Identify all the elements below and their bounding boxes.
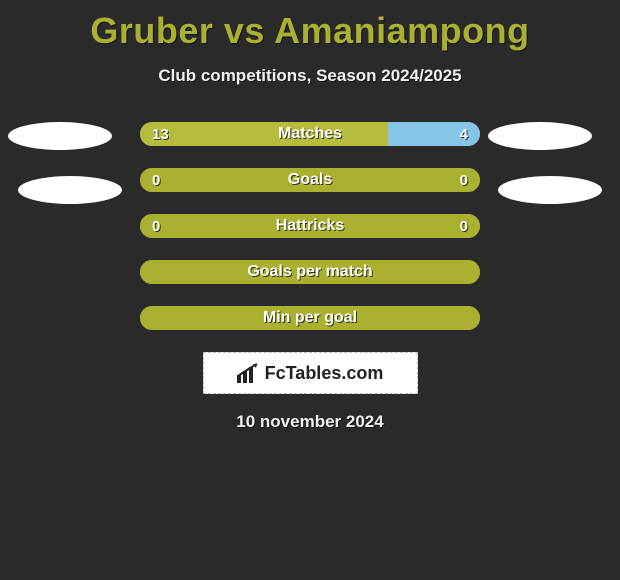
stat-row-hattricks: 00Hattricks [140,214,480,238]
placeholder-ellipse [18,176,122,204]
stat-row-goals-per-match: Goals per match [140,260,480,284]
row-label: Min per goal [140,306,480,330]
comparison-rows: 134Matches 00Goals 00Hattricks Goals per ma… [140,122,480,330]
subtitle: Club competitions, Season 2024/2025 [0,66,620,86]
placeholder-ellipse [488,122,592,150]
page-title: Gruber vs Amaniampong [0,0,620,52]
placeholder-ellipse [498,176,602,204]
row-label: Matches [140,122,480,146]
stat-row-matches: 134Matches [140,122,480,146]
fctables-logo[interactable]: FcTables.com [203,352,418,394]
row-label: Goals [140,168,480,192]
stat-row-goals: 00Goals [140,168,480,192]
stat-row-min-per-goal: Min per goal [140,306,480,330]
placeholder-ellipse [8,122,112,150]
chart-icon [237,363,259,383]
row-label: Hattricks [140,214,480,238]
date-label: 10 november 2024 [0,412,620,432]
logo-text: FcTables.com [265,363,384,384]
row-label: Goals per match [140,260,480,284]
